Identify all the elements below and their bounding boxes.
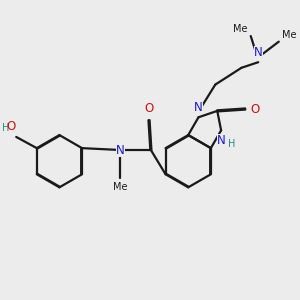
- Text: N: N: [217, 134, 226, 147]
- Text: O: O: [144, 101, 154, 115]
- Text: H: H: [2, 123, 10, 133]
- Text: H: H: [228, 139, 235, 149]
- Text: Me: Me: [113, 182, 127, 192]
- Text: N: N: [116, 143, 124, 157]
- Text: O: O: [251, 103, 260, 116]
- Text: Me: Me: [232, 24, 247, 34]
- Text: N: N: [254, 46, 262, 59]
- Text: N: N: [194, 100, 203, 113]
- Text: Me: Me: [283, 30, 297, 40]
- Text: O: O: [6, 120, 15, 133]
